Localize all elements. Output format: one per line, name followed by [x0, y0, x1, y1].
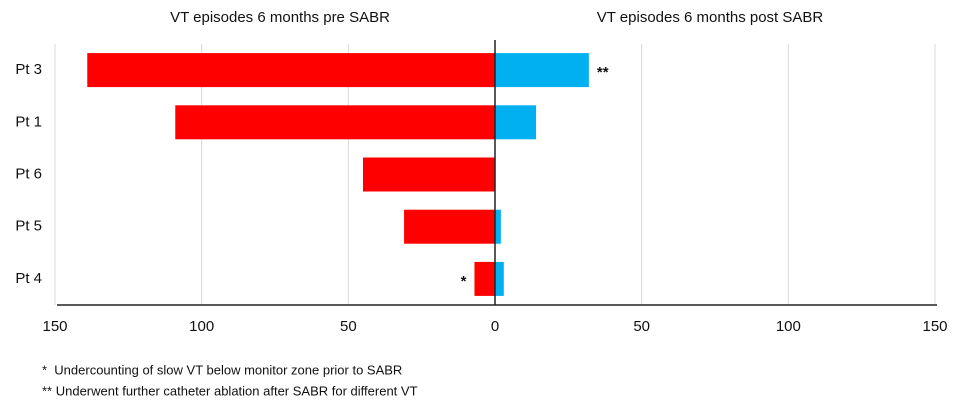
bar: [363, 157, 495, 192]
bar: [175, 105, 495, 140]
annotation: **: [597, 64, 609, 81]
footnote: * Undercounting of slow VT below monitor…: [42, 362, 402, 377]
bar: [495, 209, 501, 244]
bar: [495, 261, 504, 296]
bar: [495, 105, 537, 140]
footnote: ** Underwent further catheter ablation a…: [42, 383, 418, 398]
x-tick-label: 150: [42, 318, 67, 335]
bar: [474, 261, 495, 296]
bar: [87, 53, 496, 88]
x-tick-label: 0: [491, 318, 499, 335]
x-tick-label: 50: [340, 318, 357, 335]
series-title: VT episodes 6 months post SABR: [597, 9, 824, 26]
x-tick-label: 150: [922, 318, 947, 335]
series-title: VT episodes 6 months pre SABR: [170, 9, 390, 26]
x-tick-label: 100: [189, 318, 214, 335]
x-tick-label: 100: [776, 318, 801, 335]
y-tick-label: Pt 1: [15, 113, 42, 130]
annotation: *: [461, 273, 467, 290]
y-tick-label: Pt 4: [15, 270, 42, 287]
y-tick-label: Pt 5: [15, 218, 42, 235]
bar: [495, 53, 589, 88]
x-tick-label: 50: [633, 318, 650, 335]
y-tick-label: Pt 6: [15, 165, 42, 182]
y-tick-label: Pt 3: [15, 61, 42, 78]
bar: [404, 209, 495, 244]
